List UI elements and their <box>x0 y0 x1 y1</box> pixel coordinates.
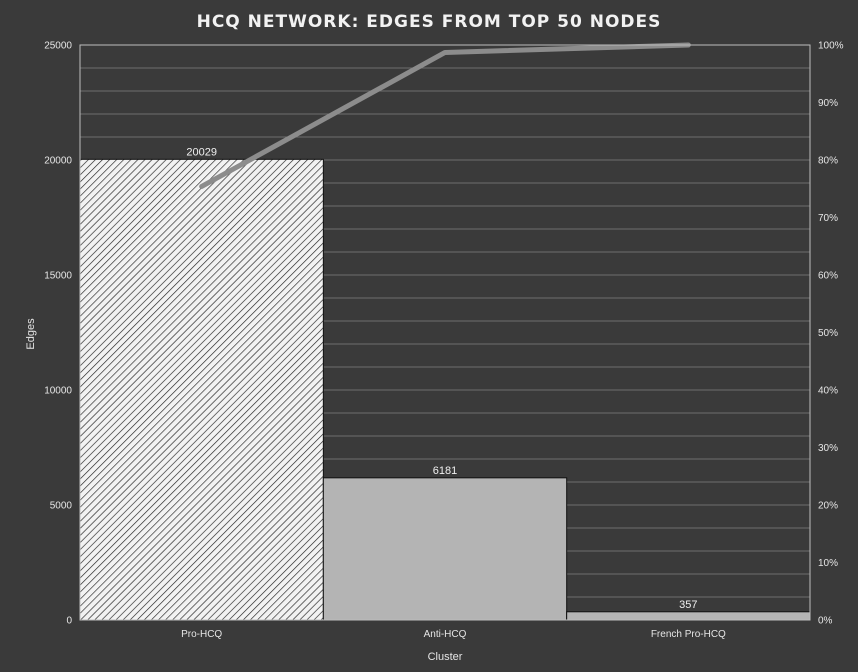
y2-tick-label: 100% <box>818 41 844 52</box>
data-labels: 20029 6181 357 <box>186 146 697 610</box>
cumulative-line <box>199 42 691 189</box>
y-tick-label: 25000 <box>44 41 72 52</box>
x-tick-label: Pro-HCQ <box>181 629 222 640</box>
y2-tick-label: 80% <box>818 156 838 167</box>
y-axis-label: Edges <box>25 318 37 350</box>
bar-french-pro-hcq <box>566 611 811 621</box>
y2-tick-label: 90% <box>818 98 838 109</box>
x-axis-label: Cluster <box>428 651 463 663</box>
bar-pro-hcq <box>79 158 324 621</box>
y2-tick-label: 70% <box>818 213 838 224</box>
bars <box>79 158 811 621</box>
x-tick-label: Anti-HCQ <box>424 629 467 640</box>
data-label: 357 <box>679 599 697 611</box>
plot-border <box>79 44 811 621</box>
y2-tick-label: 20% <box>818 501 838 512</box>
y-tick-label: 10000 <box>44 386 72 397</box>
bar-anti-hcq <box>322 477 568 621</box>
y2-tick-label: 50% <box>818 328 838 339</box>
data-label: 6181 <box>433 465 457 477</box>
y2-tick-label: 10% <box>818 558 838 569</box>
y2-tick-label: 30% <box>818 443 838 454</box>
y2-tick-label: 0% <box>818 616 833 627</box>
y-tick-label: 20000 <box>44 156 72 167</box>
x-tick-label: French Pro-HCQ <box>651 629 726 640</box>
y-tick-label: 5000 <box>50 501 73 512</box>
cumulative-line-layer <box>199 42 691 189</box>
y-tick-label: 15000 <box>44 271 72 282</box>
data-label: 20029 <box>186 146 217 158</box>
y2-tick-label: 60% <box>818 271 838 282</box>
axes: 0 5000 10000 15000 20000 25000 0% 10% 20% 30% 40% 5… <box>44 41 843 641</box>
y-tick-label: 0 <box>66 616 72 627</box>
chart-title: HCQ NETWORK: EDGES FROM TOP 50 NODES <box>197 12 662 32</box>
y2-tick-label: 40% <box>818 386 838 397</box>
